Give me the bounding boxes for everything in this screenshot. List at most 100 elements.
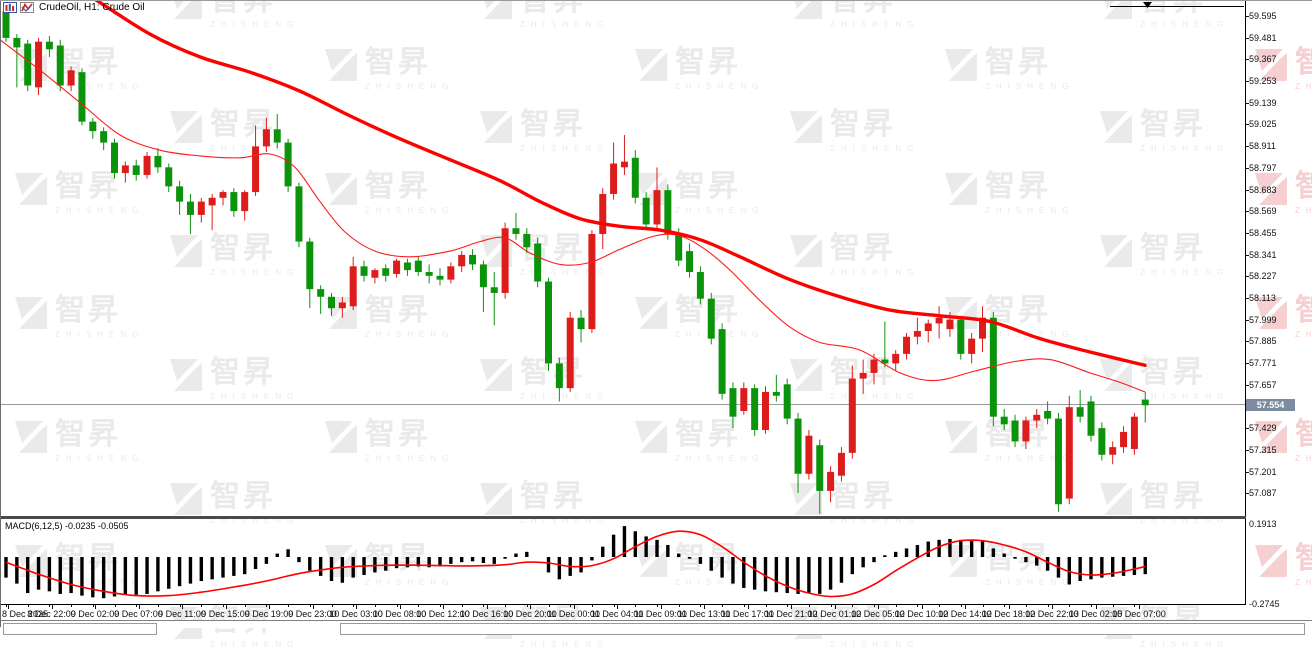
candle-bullish[interactable] <box>121 165 129 174</box>
candle-bullish[interactable] <box>848 378 856 453</box>
candle-bearish[interactable] <box>696 272 704 299</box>
candle-bullish[interactable] <box>252 146 260 193</box>
candle-bullish[interactable] <box>208 197 216 206</box>
candle-bearish[interactable] <box>1044 410 1052 419</box>
candle-bullish[interactable] <box>588 233 596 330</box>
candle-bullish[interactable] <box>67 70 75 86</box>
candle-bearish[interactable] <box>186 201 194 215</box>
candle-bullish[interactable] <box>610 163 618 194</box>
candle-bearish[interactable] <box>24 43 32 86</box>
candle-bearish[interactable] <box>382 268 390 276</box>
candle-bullish[interactable] <box>935 317 943 324</box>
candle-bullish[interactable] <box>620 161 628 168</box>
candle-bearish[interactable] <box>176 186 184 202</box>
candle-bearish[interactable] <box>957 319 965 354</box>
candle-bullish[interactable] <box>946 319 954 330</box>
candle-bearish[interactable] <box>78 72 86 122</box>
candle-bullish[interactable] <box>979 317 986 339</box>
candle-bearish[interactable] <box>56 45 64 86</box>
candle-bullish[interactable] <box>968 338 976 354</box>
candle-bearish[interactable] <box>1076 407 1084 417</box>
candle-bearish[interactable] <box>317 289 325 297</box>
candle-bearish[interactable] <box>479 264 487 288</box>
candle-bearish[interactable] <box>1000 416 1008 425</box>
candle-bullish[interactable] <box>1130 416 1138 450</box>
candle-bearish[interactable] <box>425 272 433 276</box>
candle-bearish[interactable] <box>631 157 639 198</box>
candle-bullish[interactable] <box>1033 414 1041 421</box>
candle-bearish[interactable] <box>534 243 542 282</box>
candle-bullish[interactable] <box>501 228 509 293</box>
candle-bullish[interactable] <box>566 317 574 389</box>
candle-bullish[interactable] <box>241 192 249 212</box>
candle-bearish[interactable] <box>816 445 824 491</box>
candle-bullish[interactable] <box>653 190 661 225</box>
panel-splitter[interactable] <box>0 516 1246 519</box>
candle-bearish[interactable] <box>111 142 118 174</box>
candle-bearish[interactable] <box>132 165 140 175</box>
candle-bearish[interactable] <box>664 190 672 234</box>
candle-bearish[interactable] <box>1141 399 1149 406</box>
candle-bearish[interactable] <box>100 131 108 143</box>
candle-bullish[interactable] <box>1065 407 1073 499</box>
candle-bearish[interactable] <box>230 192 238 212</box>
candle-bullish[interactable] <box>903 336 911 354</box>
candle-bearish[interactable] <box>328 296 335 309</box>
candle-bearish[interactable] <box>469 254 477 265</box>
candle-bearish[interactable] <box>1087 401 1095 436</box>
background-window-tab[interactable] <box>3 623 157 635</box>
candle-bearish[interactable] <box>284 142 292 187</box>
candle-bearish[interactable] <box>642 197 650 225</box>
candle-bullish[interactable] <box>35 41 43 88</box>
candle-bearish[interactable] <box>707 298 715 339</box>
candle-bearish[interactable] <box>751 388 759 431</box>
candle-bearish[interactable] <box>360 266 368 276</box>
candle-bullish[interactable] <box>393 260 401 274</box>
candle-bearish[interactable] <box>306 241 314 290</box>
candle-bearish[interactable] <box>783 384 791 419</box>
candle-bullish[interactable] <box>859 372 867 379</box>
candle-bearish[interactable] <box>794 418 802 474</box>
candle-bearish[interactable] <box>881 359 889 364</box>
candle-bullish[interactable] <box>143 155 151 175</box>
candle-bearish[interactable] <box>154 155 162 168</box>
candle-bearish[interactable] <box>545 281 552 364</box>
candle-bullish[interactable] <box>740 388 748 411</box>
candle-bullish[interactable] <box>762 391 769 431</box>
candle-bearish[interactable] <box>403 262 411 271</box>
candle-bearish[interactable] <box>772 391 780 396</box>
candle-bearish[interactable] <box>1054 418 1062 505</box>
candle-bullish[interactable] <box>827 471 835 491</box>
candle-bearish[interactable] <box>165 167 173 187</box>
candle-bearish[interactable] <box>555 363 563 389</box>
candle-bearish[interactable] <box>273 129 281 143</box>
candle-bullish[interactable] <box>892 353 900 364</box>
zigzag-icon[interactable] <box>20 2 34 13</box>
candle-bullish[interactable] <box>837 452 845 476</box>
candle-bullish[interactable] <box>262 129 270 147</box>
candle-bullish[interactable] <box>913 331 921 337</box>
candle-bearish[interactable] <box>1098 428 1106 455</box>
background-window-tab[interactable] <box>340 623 1305 635</box>
candle-bearish[interactable] <box>295 186 303 242</box>
candle-bullish[interactable] <box>924 323 932 332</box>
candle-bearish[interactable] <box>512 228 520 234</box>
candle-bearish[interactable] <box>490 287 498 293</box>
chart-shift-marker-icon[interactable] <box>1143 2 1152 8</box>
candle-bullish[interactable] <box>371 270 379 278</box>
candle-bearish[interactable] <box>1011 420 1019 442</box>
bar-chart-icon[interactable] <box>3 2 17 13</box>
candle-bullish[interactable] <box>349 266 357 307</box>
candle-bullish[interactable] <box>1109 447 1117 455</box>
candle-bearish[interactable] <box>45 41 53 50</box>
candle-bearish[interactable] <box>686 251 694 273</box>
candle-bullish[interactable] <box>197 201 205 215</box>
candle-bullish[interactable] <box>458 254 466 267</box>
candle-bearish[interactable] <box>729 388 737 417</box>
candle-bearish[interactable] <box>989 317 997 417</box>
candle-bullish[interactable] <box>447 266 455 280</box>
candle-bearish[interactable] <box>13 37 21 48</box>
candle-bearish[interactable] <box>523 233 531 248</box>
candle-bearish[interactable] <box>675 233 683 261</box>
candle-bullish[interactable] <box>870 359 878 373</box>
